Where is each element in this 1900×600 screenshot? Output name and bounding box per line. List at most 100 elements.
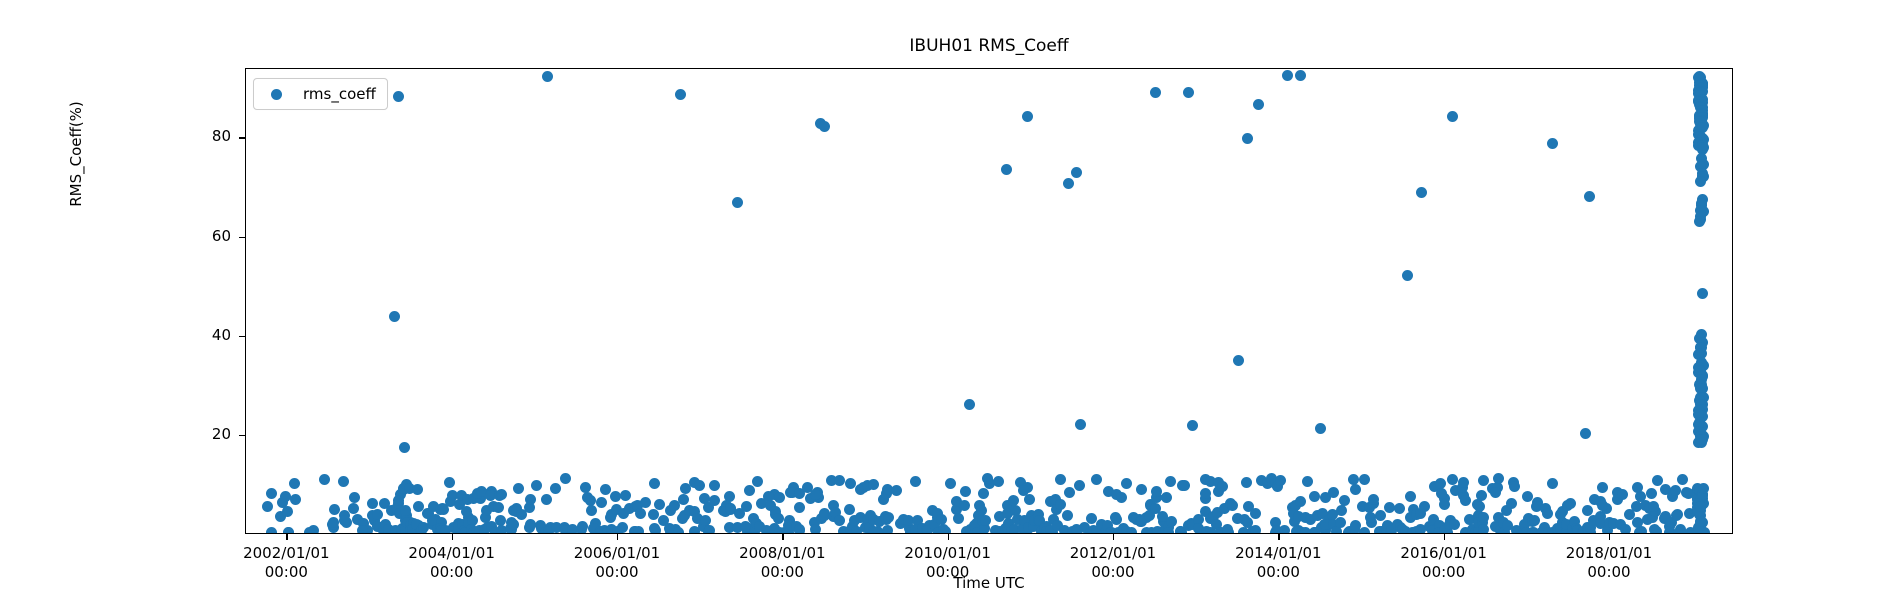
data-point bbox=[1677, 473, 1689, 485]
data-point bbox=[1697, 287, 1709, 299]
data-point bbox=[1205, 475, 1217, 487]
data-point bbox=[1086, 513, 1098, 525]
data-point bbox=[1288, 515, 1300, 527]
data-point bbox=[282, 506, 294, 518]
x-tick-time: 00:00 bbox=[926, 562, 970, 581]
data-point bbox=[411, 484, 423, 496]
data-point bbox=[693, 479, 705, 491]
data-point bbox=[631, 499, 643, 511]
data-point bbox=[549, 482, 561, 494]
x-tick-date: 2014/01/01 bbox=[1235, 544, 1322, 562]
data-point bbox=[1290, 526, 1302, 533]
data-point bbox=[751, 475, 763, 487]
data-point bbox=[1675, 526, 1687, 533]
data-point bbox=[787, 486, 799, 498]
data-point bbox=[586, 505, 598, 517]
legend[interactable]: rms_coeff bbox=[253, 78, 388, 110]
data-point bbox=[495, 515, 507, 527]
data-point bbox=[1120, 477, 1132, 489]
data-point bbox=[1253, 98, 1265, 110]
data-point bbox=[560, 472, 572, 484]
data-point bbox=[524, 518, 536, 530]
data-point bbox=[1227, 500, 1239, 512]
data-point bbox=[809, 488, 821, 500]
data-point bbox=[910, 476, 922, 488]
data-point bbox=[1693, 349, 1705, 361]
data-point bbox=[418, 522, 430, 533]
data-point bbox=[1683, 507, 1695, 519]
data-point bbox=[422, 508, 434, 520]
data-point bbox=[1631, 517, 1643, 529]
data-point bbox=[1151, 525, 1163, 533]
x-tick-mark bbox=[1113, 534, 1115, 540]
data-point bbox=[1597, 481, 1609, 493]
data-point bbox=[559, 524, 571, 533]
data-point bbox=[928, 519, 940, 531]
y-tick-mark bbox=[239, 335, 245, 337]
data-point bbox=[1274, 474, 1286, 486]
data-point bbox=[1250, 525, 1262, 533]
data-point bbox=[1649, 506, 1661, 518]
data-point bbox=[826, 475, 838, 487]
data-point bbox=[1693, 418, 1705, 430]
data-point bbox=[1326, 508, 1338, 520]
data-point bbox=[1242, 132, 1254, 144]
data-point bbox=[531, 480, 543, 492]
data-point bbox=[347, 502, 359, 514]
x-tick-date: 2002/01/01 bbox=[243, 544, 330, 562]
data-point bbox=[1695, 501, 1706, 513]
x-tick-time: 00:00 bbox=[1256, 562, 1300, 581]
data-point bbox=[1157, 510, 1169, 522]
data-point bbox=[389, 311, 401, 323]
data-point bbox=[741, 501, 752, 513]
x-tick-label: 2014/01/01 00:00 bbox=[1198, 544, 1358, 582]
data-point bbox=[367, 498, 379, 510]
data-point bbox=[453, 498, 465, 510]
data-point bbox=[793, 523, 805, 533]
data-point bbox=[1436, 487, 1448, 499]
data-point bbox=[1187, 419, 1199, 431]
data-point bbox=[1330, 526, 1342, 533]
data-point bbox=[1414, 508, 1426, 520]
data-point bbox=[1293, 510, 1305, 522]
data-point bbox=[1537, 527, 1549, 533]
data-point bbox=[1463, 513, 1475, 525]
data-point bbox=[809, 524, 821, 533]
data-point bbox=[664, 526, 676, 533]
data-point bbox=[1357, 500, 1369, 512]
data-point bbox=[1521, 526, 1533, 533]
data-point bbox=[462, 494, 474, 506]
data-point bbox=[318, 473, 330, 485]
data-point bbox=[1450, 484, 1462, 496]
data-point bbox=[1034, 514, 1046, 526]
data-point bbox=[455, 490, 467, 502]
data-point bbox=[1161, 491, 1173, 503]
data-point bbox=[793, 502, 805, 514]
data-point bbox=[1058, 525, 1070, 533]
scatter-plot-area[interactable] bbox=[245, 68, 1733, 534]
data-point bbox=[1044, 525, 1056, 533]
data-point bbox=[1015, 476, 1027, 488]
data-point bbox=[1695, 160, 1707, 172]
data-point bbox=[1135, 483, 1147, 495]
data-point bbox=[1695, 341, 1707, 353]
data-point bbox=[689, 525, 700, 533]
x-tick-mark bbox=[617, 534, 619, 540]
data-point bbox=[958, 500, 970, 512]
data-point bbox=[1023, 494, 1035, 506]
x-tick-time: 00:00 bbox=[264, 562, 308, 581]
data-point bbox=[844, 477, 856, 489]
data-point bbox=[395, 489, 407, 501]
data-point bbox=[674, 89, 686, 101]
data-point bbox=[1631, 501, 1643, 513]
data-point bbox=[922, 524, 934, 533]
data-point bbox=[1666, 491, 1678, 503]
data-point bbox=[584, 494, 596, 506]
data-point bbox=[1659, 484, 1671, 496]
data-point bbox=[1187, 519, 1199, 531]
data-point bbox=[1338, 495, 1350, 507]
data-point bbox=[1101, 519, 1113, 531]
data-point bbox=[679, 482, 691, 494]
data-point bbox=[1477, 475, 1489, 487]
data-point bbox=[489, 526, 501, 533]
